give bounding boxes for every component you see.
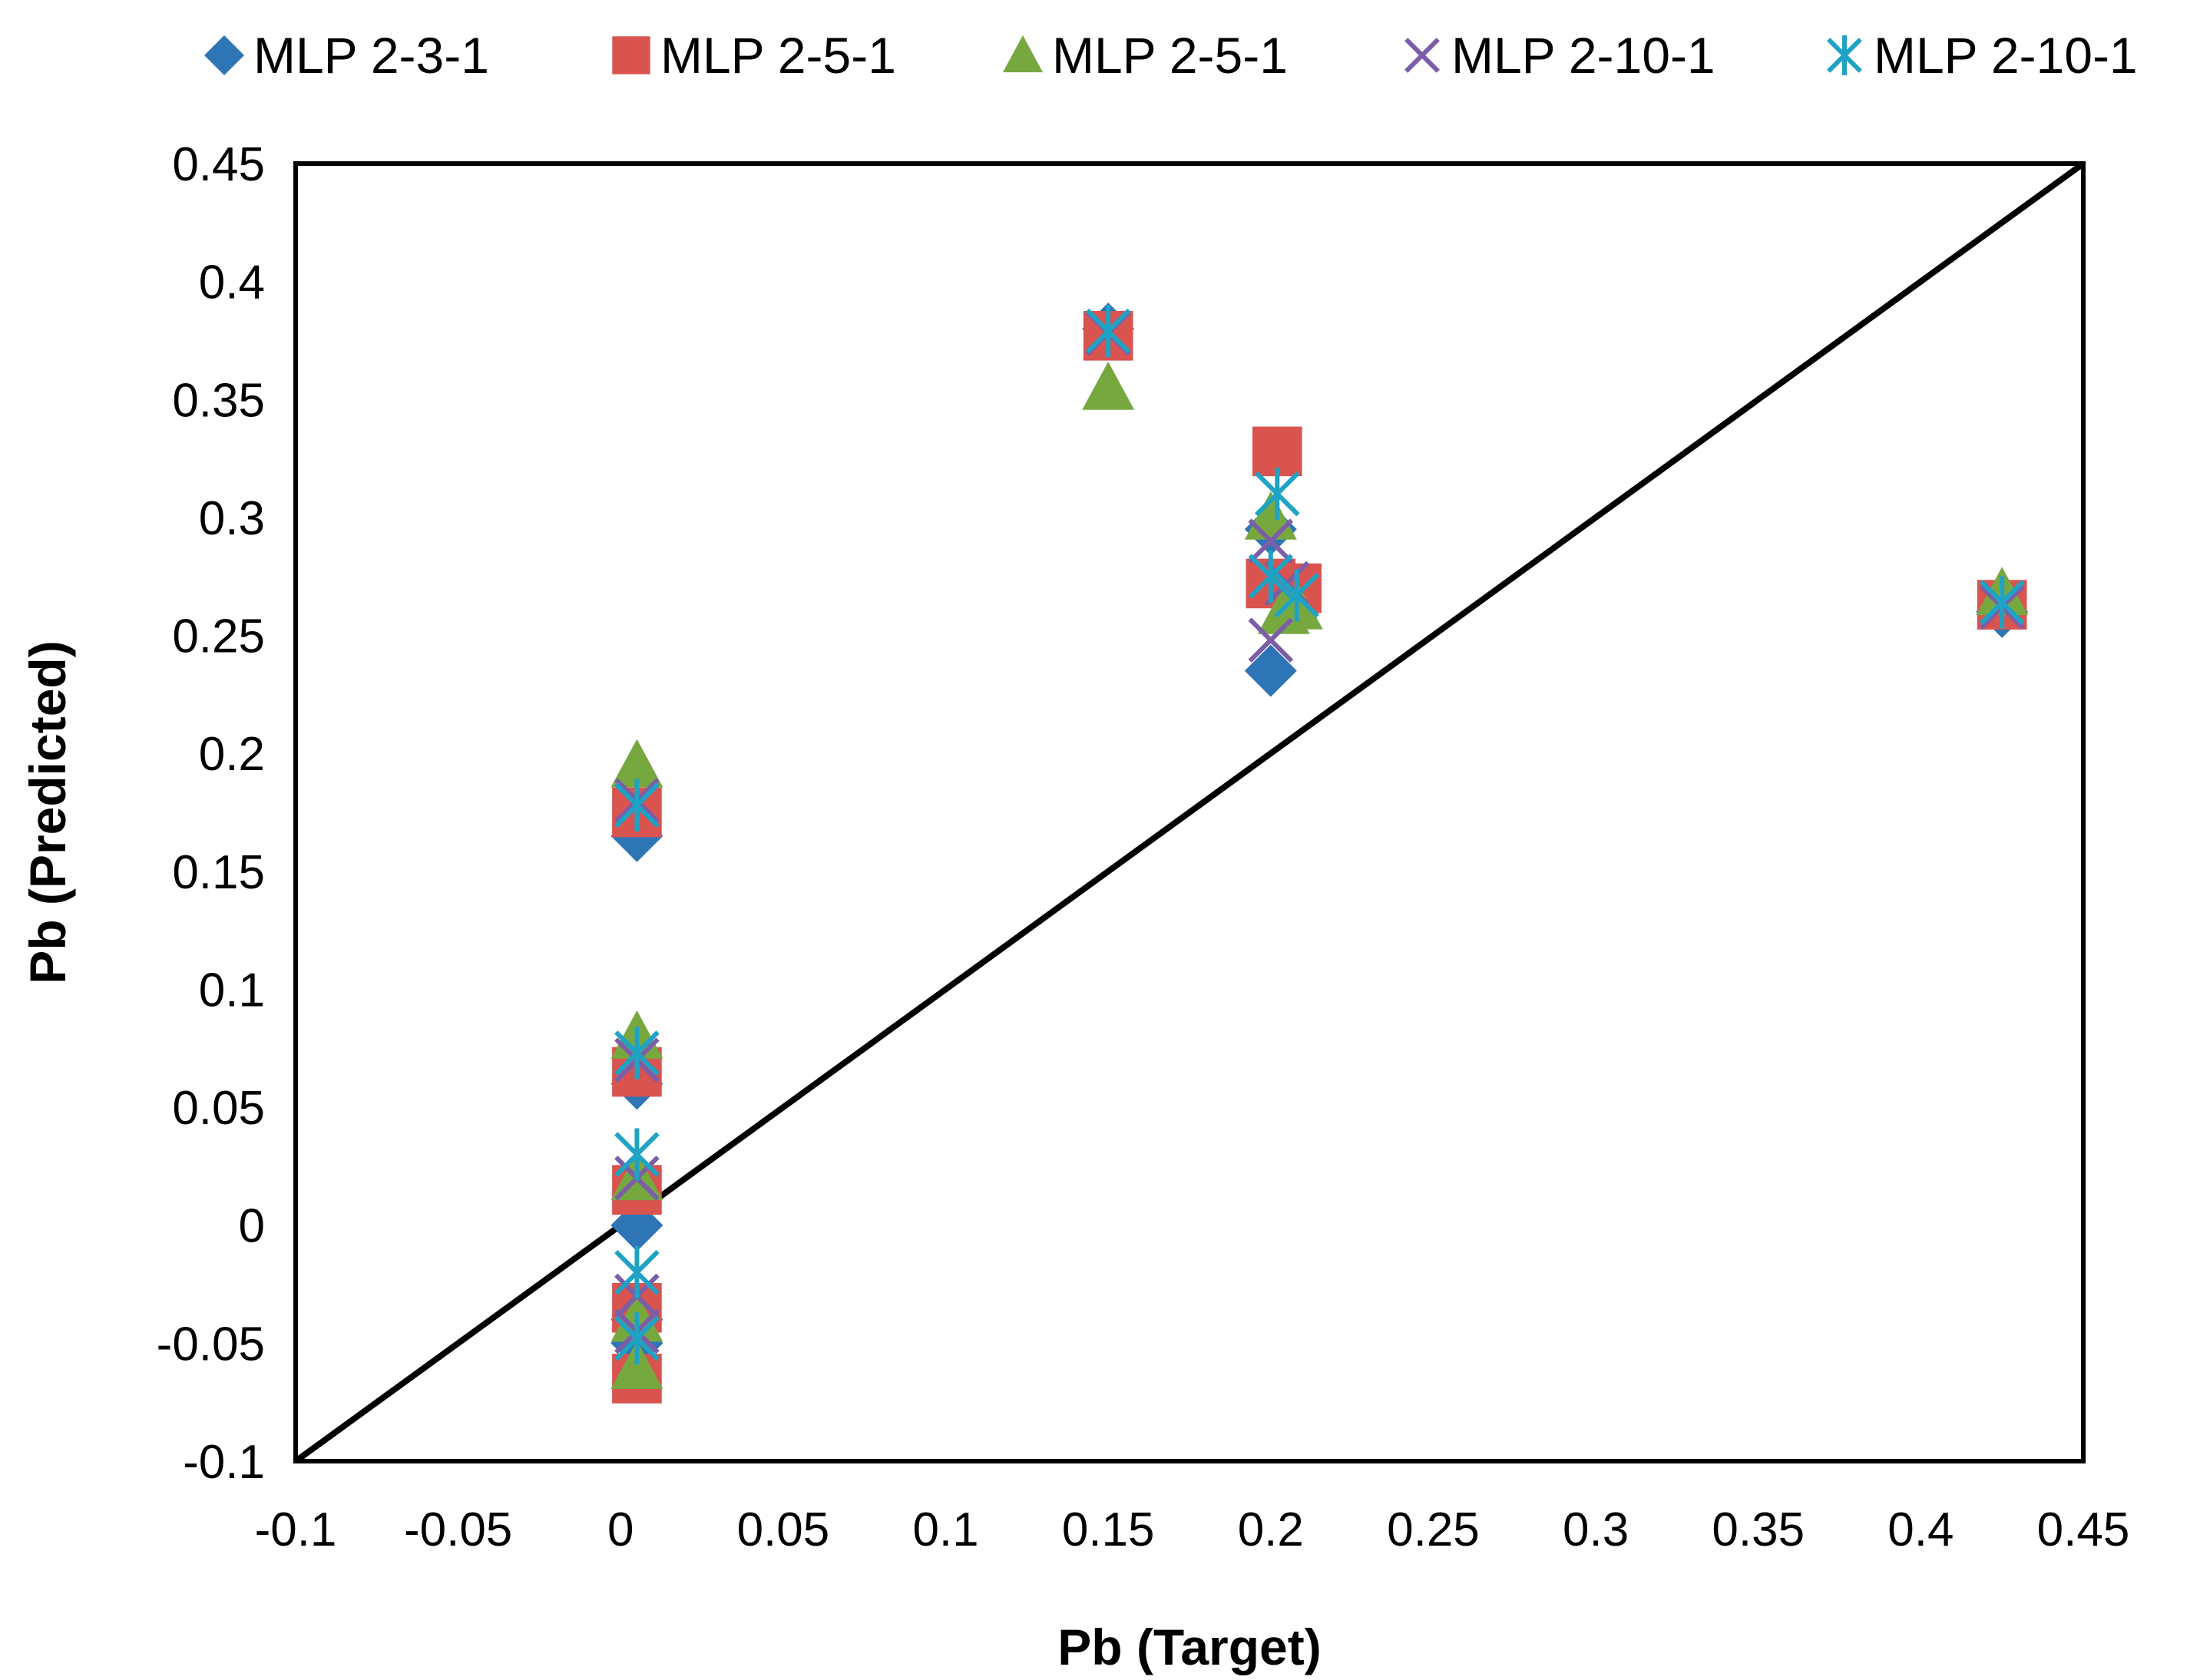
data-point bbox=[1248, 518, 1294, 564]
x-axis-title: Pb (Target) bbox=[1057, 1619, 1321, 1675]
x-tick-label: 0.05 bbox=[737, 1503, 830, 1556]
legend-marker bbox=[1827, 35, 1862, 75]
x-tick-label: 0.3 bbox=[1563, 1503, 1629, 1556]
x-tick-label: 0.1 bbox=[912, 1503, 978, 1556]
y-tick-label: 0.1 bbox=[199, 964, 265, 1017]
legend-marker bbox=[1003, 35, 1043, 73]
y-tick-label: 0.35 bbox=[172, 374, 265, 427]
y-axis-ticks: -0.1 -0.05 0 0.05 0.1 0.15 0.2 0.25 0.3 0.35 0.4 0.… bbox=[157, 138, 265, 1489]
legend-label: MLP 2-5-1 bbox=[1052, 27, 1288, 84]
x-tick-label: -0.1 bbox=[255, 1503, 337, 1556]
series-2 bbox=[612, 311, 2027, 1404]
legend-label: MLP 2-5-1 bbox=[660, 27, 896, 84]
y-tick-label: 0.4 bbox=[199, 256, 265, 309]
legend-label: MLP 2-10-1 bbox=[1451, 27, 1715, 84]
x-tick-label: 0.45 bbox=[2037, 1503, 2130, 1556]
y-tick-label: 0 bbox=[239, 1200, 265, 1253]
legend-marker bbox=[204, 35, 244, 75]
legend-marker bbox=[1404, 38, 1440, 73]
data-point bbox=[610, 739, 663, 788]
legend-item: MLP 2-10-1 bbox=[1404, 27, 1715, 84]
y-tick-label: 0.25 bbox=[172, 610, 265, 663]
series-4 bbox=[614, 310, 2025, 1354]
y-tick-label: -0.1 bbox=[183, 1436, 265, 1489]
series-1 bbox=[610, 303, 2029, 1370]
data-point bbox=[1979, 576, 2025, 629]
data-point bbox=[1248, 617, 1294, 663]
data-point bbox=[1085, 305, 1131, 358]
data-point bbox=[610, 1341, 663, 1389]
data-point bbox=[614, 1246, 660, 1299]
data-point bbox=[1274, 569, 1320, 622]
legend-label: MLP 2-10-1 bbox=[1874, 27, 2138, 84]
x-axis-ticks: -0.1 -0.05 0 0.05 0.1 0.15 0.2 0.25 0.3 0.35 0.4 0.… bbox=[255, 1503, 2130, 1556]
data-points bbox=[610, 303, 2029, 1404]
y-tick-label: 0.2 bbox=[199, 728, 265, 781]
x-tick-label: 0.2 bbox=[1238, 1503, 1304, 1556]
series-3 bbox=[610, 361, 2029, 1389]
x-tick-label: -0.05 bbox=[404, 1503, 512, 1556]
y-tick-label: 0.05 bbox=[172, 1082, 265, 1135]
data-point bbox=[614, 1128, 660, 1181]
plot-area-border bbox=[293, 161, 2086, 1463]
series-5 bbox=[614, 305, 2025, 1365]
y-axis-title: Pb (Predicted) bbox=[19, 640, 76, 984]
data-point bbox=[1082, 361, 1135, 410]
legend-item: MLP 2-5-1 bbox=[1003, 27, 1288, 84]
y-tick-label: 0.45 bbox=[172, 138, 265, 191]
x-tick-label: 0.4 bbox=[1887, 1503, 1954, 1556]
y-tick-label: 0.15 bbox=[172, 846, 265, 899]
x-tick-label: 0.25 bbox=[1387, 1503, 1480, 1556]
data-point bbox=[1244, 644, 1297, 697]
y-tick-label: 0.3 bbox=[199, 492, 265, 545]
x-tick-label: 0.15 bbox=[1062, 1503, 1155, 1556]
data-point bbox=[614, 1312, 660, 1365]
y-tick-label: -0.05 bbox=[157, 1318, 265, 1371]
legend: MLP 2-3-1 MLP 2-5-1 MLP 2-5-1 MLP 2-10-1 MLP… bbox=[204, 27, 2138, 84]
data-point bbox=[614, 1027, 660, 1080]
identity-line bbox=[293, 160, 2086, 1464]
x-tick-label: 0.35 bbox=[1712, 1503, 1805, 1556]
legend-marker bbox=[612, 36, 650, 74]
data-point bbox=[614, 779, 660, 832]
data-point bbox=[1254, 468, 1300, 521]
legend-label: MLP 2-3-1 bbox=[253, 27, 489, 84]
legend-item: MLP 2-10-1 bbox=[1827, 27, 2138, 84]
data-point bbox=[1248, 550, 1294, 603]
legend-item: MLP 2-3-1 bbox=[204, 27, 489, 84]
x-tick-label: 0 bbox=[607, 1503, 634, 1556]
legend-item: MLP 2-5-1 bbox=[612, 27, 896, 84]
